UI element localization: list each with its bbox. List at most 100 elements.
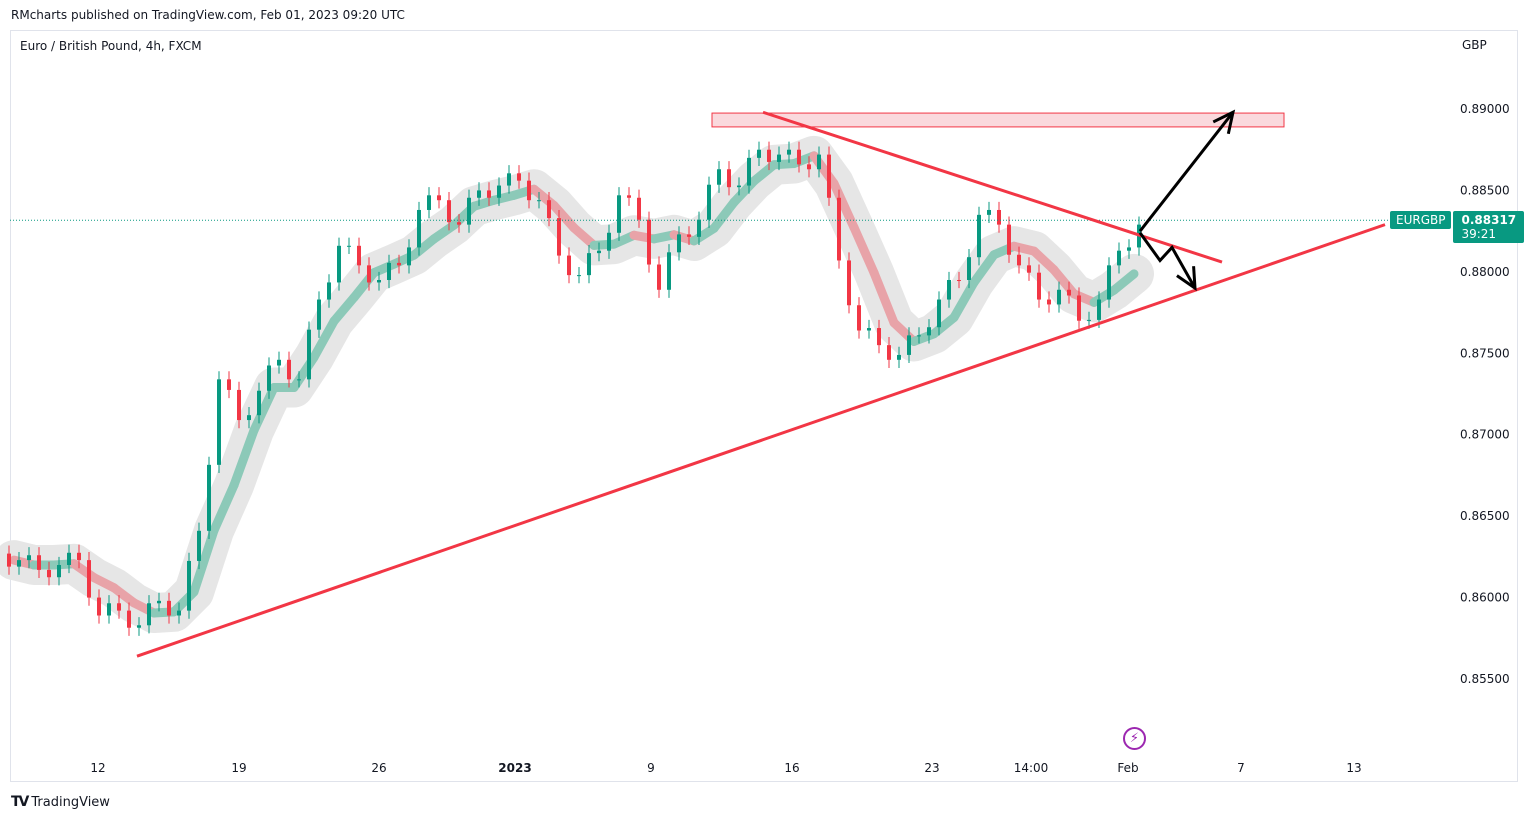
x-tick-label: 13 <box>1346 761 1361 775</box>
candle-body <box>247 415 251 421</box>
candle-body <box>997 209 1001 225</box>
candle-body <box>97 597 101 616</box>
ma-segment <box>709 197 739 233</box>
candles <box>7 141 1141 636</box>
candle-body <box>577 275 581 277</box>
candle-body <box>17 560 21 567</box>
candle-body <box>747 157 751 186</box>
candle-body <box>387 262 391 281</box>
x-tick-label: 23 <box>924 761 939 775</box>
candle-body <box>1077 295 1081 321</box>
bearish-arrow <box>1138 231 1197 289</box>
candle-body <box>27 555 31 561</box>
candle-body <box>157 600 161 604</box>
candle-body <box>517 173 521 181</box>
brand-name: TradingView <box>31 794 110 810</box>
candle-body <box>937 299 941 328</box>
candle-body <box>417 209 421 248</box>
candle-body <box>1027 265 1031 273</box>
candle-body <box>1007 224 1011 255</box>
x-tick-label: 9 <box>647 761 655 775</box>
candle-body <box>37 555 41 570</box>
support-trendline <box>136 223 1386 658</box>
candle-body <box>737 185 741 188</box>
x-tick-label: 7 <box>1237 761 1245 775</box>
candle-body <box>297 379 301 381</box>
tradingview-logo[interactable]: TV TradingView <box>11 794 110 810</box>
candle-body <box>207 464 211 531</box>
y-tick-label: 0.85500 <box>1460 672 1510 686</box>
y-tick-label: 0.86500 <box>1460 509 1510 523</box>
last-price: 0.88317 <box>1461 213 1517 227</box>
candle-body <box>887 345 891 360</box>
tv-logo-icon: TV <box>11 794 29 810</box>
candle-body <box>677 234 681 253</box>
candle-body <box>147 603 151 626</box>
candle-body <box>367 265 371 283</box>
chart-frame <box>10 30 1518 782</box>
candle-body <box>767 149 771 162</box>
candle-body <box>1017 254 1021 266</box>
currency-label: GBP <box>1462 38 1487 52</box>
annotations <box>10 109 1390 658</box>
candle-body <box>667 252 671 290</box>
candle-body <box>957 280 961 282</box>
candle-body <box>847 260 851 306</box>
resistance-zone <box>711 112 1285 128</box>
ma-segment <box>249 382 279 435</box>
x-tick-label: 16 <box>784 761 799 775</box>
x-tick-label: 19 <box>231 761 246 775</box>
candle-body <box>717 169 721 185</box>
candle-body <box>347 245 351 247</box>
lightning-icon[interactable]: ⚡ <box>1123 727 1146 750</box>
last-price-badge: 0.88317 39:21 <box>1453 211 1525 243</box>
candle-body <box>457 222 461 225</box>
candle-body <box>317 299 321 330</box>
candle-body <box>477 190 481 198</box>
candle-body <box>587 253 591 276</box>
candle-body <box>647 219 651 265</box>
candle-body <box>87 560 91 598</box>
candle-body <box>287 359 291 380</box>
x-tick-label: Feb <box>1117 761 1138 775</box>
ma-segment <box>309 316 339 362</box>
candle-body <box>727 169 731 188</box>
candle-body <box>867 328 871 331</box>
candle-body <box>1057 289 1061 305</box>
publish-info: RMcharts published on TradingView.com, F… <box>11 8 405 22</box>
candle-body <box>197 530 201 561</box>
x-tick-label: 2023 <box>498 761 531 775</box>
y-tick-label: 0.87000 <box>1460 428 1510 442</box>
candle-body <box>657 264 661 290</box>
y-tick-label: 0.86000 <box>1460 591 1510 605</box>
candle-body <box>617 195 621 233</box>
candle-body <box>547 200 551 219</box>
candle-body <box>187 560 191 611</box>
candle-body <box>987 209 991 215</box>
candle-body <box>47 569 51 578</box>
ma-segment <box>209 480 239 535</box>
ma-segment <box>189 525 219 597</box>
bullish-arrow <box>1138 111 1235 233</box>
candle-body <box>57 565 61 578</box>
symbol-title: Euro / British Pound, 4h, FXCM <box>20 39 202 53</box>
y-tick-label: 0.87500 <box>1460 346 1510 360</box>
bearish-arrow-head <box>1176 266 1197 292</box>
ma-band <box>0 135 1154 634</box>
candle-body <box>637 197 641 220</box>
candle-body <box>7 553 11 567</box>
candle-body <box>527 180 531 201</box>
x-tick-label: 26 <box>371 761 386 775</box>
candle-body <box>107 603 111 616</box>
candle-body <box>787 149 791 155</box>
candle-body <box>1067 289 1071 296</box>
candle-body <box>1117 250 1121 266</box>
candle-body <box>757 149 761 158</box>
candle-body <box>407 247 411 266</box>
candle-body <box>277 359 281 366</box>
candle-body <box>857 305 861 331</box>
y-tick-label: 0.89000 <box>1460 102 1510 116</box>
bullish-arrow-head <box>1212 109 1236 135</box>
candle-body <box>427 195 431 210</box>
